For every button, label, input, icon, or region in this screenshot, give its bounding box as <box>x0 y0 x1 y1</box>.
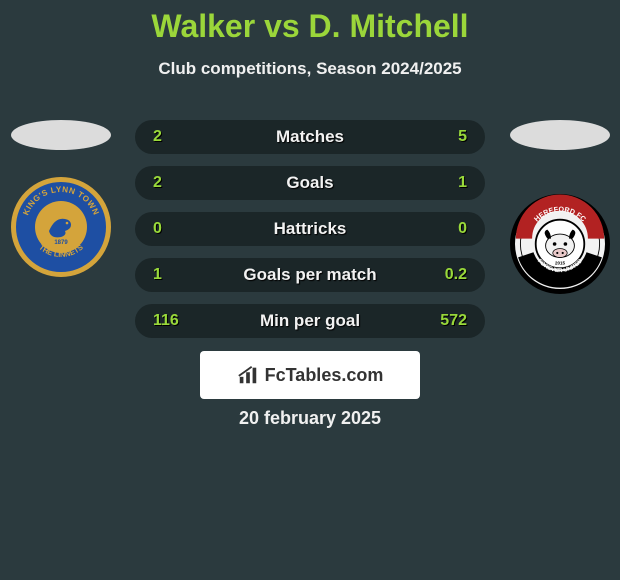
stat-right-value: 5 <box>427 128 467 146</box>
stat-right-value: 572 <box>427 312 467 330</box>
stat-row: 116 Min per goal 572 <box>135 304 485 338</box>
stat-label: Goals per match <box>193 265 427 285</box>
footer-date: 20 february 2025 <box>0 408 620 429</box>
stat-right-value: 0.2 <box>427 266 467 284</box>
stat-label: Hattricks <box>193 219 427 239</box>
club-badge-right-icon: HEREFORD FC FOREVER UNITED 2015 <box>515 194 605 294</box>
svg-text:THE LINNETS: THE LINNETS <box>37 243 85 259</box>
comparison-card: Walker vs D. Mitchell Club competitions,… <box>0 0 620 580</box>
svg-text:KING'S LYNN TOWN: KING'S LYNN TOWN <box>21 185 100 217</box>
svg-text:2015: 2015 <box>554 261 565 266</box>
stat-right-value: 1 <box>427 174 467 192</box>
page-subtitle: Club competitions, Season 2024/2025 <box>0 59 620 79</box>
stats-table: 2 Matches 5 2 Goals 1 0 Hattricks 0 1 Go… <box>135 120 485 350</box>
stat-row: 2 Goals 1 <box>135 166 485 200</box>
stat-left-value: 1 <box>153 266 193 284</box>
hereford-fc-badge: HEREFORD FC FOREVER UNITED 2015 <box>510 194 610 294</box>
fctables-brand-text: FcTables.com <box>265 365 384 386</box>
player-left-photo-placeholder <box>11 120 111 150</box>
kings-lynn-town-fc-badge: KING'S LYNN TOWN THE LINNETS 1879 <box>11 177 111 277</box>
player-right-column: HEREFORD FC FOREVER UNITED 2015 <box>507 120 612 294</box>
stat-row: 2 Matches 5 <box>135 120 485 154</box>
stat-row: 1 Goals per match 0.2 <box>135 258 485 292</box>
stat-row: 0 Hattricks 0 <box>135 212 485 246</box>
stat-left-value: 2 <box>153 174 193 192</box>
player-right-photo-placeholder <box>510 120 610 150</box>
bar-chart-icon <box>237 364 259 386</box>
stat-left-value: 0 <box>153 220 193 238</box>
player-left-column: KING'S LYNN TOWN THE LINNETS 1879 <box>8 120 113 277</box>
stat-label: Goals <box>193 173 427 193</box>
stat-label: Matches <box>193 127 427 147</box>
page-title: Walker vs D. Mitchell <box>0 0 620 45</box>
stat-left-value: 2 <box>153 128 193 146</box>
club-badge-left-icon: KING'S LYNN TOWN THE LINNETS <box>11 177 111 277</box>
fctables-link[interactable]: FcTables.com <box>200 351 420 399</box>
stat-label: Min per goal <box>193 311 427 331</box>
stat-left-value: 116 <box>153 312 193 330</box>
stat-right-value: 0 <box>427 220 467 238</box>
